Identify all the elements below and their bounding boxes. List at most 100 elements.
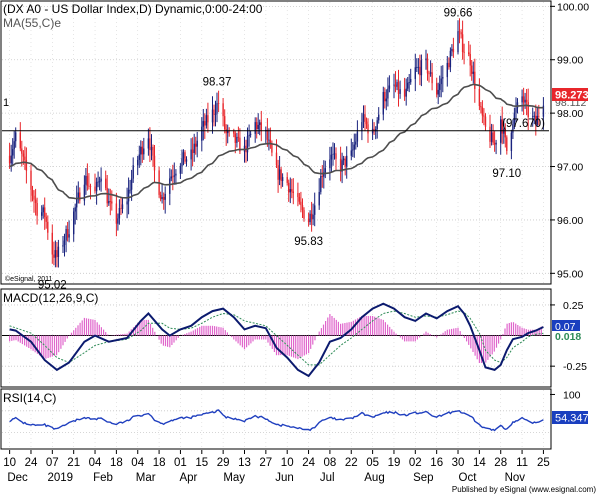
- x-day-label: 04: [131, 457, 144, 469]
- candle-body: [501, 119, 503, 134]
- x-axis-labels: 10 24 07 21 04 18 04 18 01 15 29 13 27 10 24 08 22 05 19 02…: [3, 450, 550, 484]
- candle-body: [364, 114, 366, 122]
- candle-body: [291, 189, 293, 192]
- candle-body: [54, 250, 57, 258]
- candle-body: [181, 158, 183, 167]
- candle-body: [535, 115, 537, 125]
- candle-body: [449, 50, 452, 68]
- x-day-label: 16: [430, 457, 443, 469]
- candle-body: [254, 122, 256, 134]
- candle-body: [126, 201, 128, 205]
- candle-body: [236, 136, 238, 143]
- candle-body: [416, 67, 418, 68]
- candle-body: [108, 201, 110, 204]
- candle-body: [56, 250, 58, 258]
- candle-body: [407, 82, 409, 89]
- x-day-label: 24: [302, 457, 315, 469]
- rsi-value-box: [552, 411, 588, 424]
- candle-body: [129, 189, 131, 191]
- candle-body: [65, 229, 67, 241]
- last-price-box: [552, 88, 588, 101]
- candle-body: [259, 122, 261, 125]
- candle-body: [376, 120, 378, 129]
- x-day-label: 30: [452, 457, 465, 469]
- candle-body: [182, 152, 185, 159]
- candle-body: [480, 106, 482, 108]
- macd-panel-frame: [0, 288, 552, 388]
- candle-body: [397, 82, 400, 94]
- candle-body: [202, 121, 204, 127]
- x-month-label: Dec: [7, 472, 28, 484]
- candle-body: [522, 96, 525, 103]
- candle-body: [257, 124, 259, 129]
- candle-body: [173, 175, 175, 177]
- candle-body: [458, 31, 461, 33]
- candle-body: [533, 115, 535, 117]
- candle-body: [57, 246, 60, 257]
- candle-body: [224, 116, 226, 130]
- candle-body: [382, 92, 384, 115]
- price-annotation-label: 99.66: [444, 8, 473, 20]
- candle-body: [268, 139, 270, 141]
- candle-body: [388, 85, 391, 89]
- x-month-label: May: [223, 472, 245, 484]
- candle-body: [25, 160, 28, 171]
- candle-body: [13, 141, 15, 150]
- candle-body: [41, 212, 43, 216]
- candle-body: [425, 58, 427, 61]
- candle-body: [98, 181, 101, 183]
- candle-body: [527, 102, 529, 118]
- candle-body: [120, 208, 122, 209]
- candle-body: [463, 51, 465, 53]
- candle-body: [137, 159, 139, 166]
- candle-body: [271, 144, 273, 153]
- candle-body: [163, 197, 165, 200]
- candle-body: [542, 105, 545, 117]
- candle-body: [478, 88, 481, 106]
- candle-body: [216, 103, 218, 114]
- candle-body: [239, 137, 241, 152]
- candle-body: [42, 207, 44, 213]
- signal-value-box: [552, 331, 583, 342]
- price-y-ticks: 100.00 99.00 98.00 97.00 96.00 95.00: [550, 1, 589, 280]
- candle-body: [214, 113, 217, 115]
- candle-body: [431, 72, 433, 84]
- candle-body: [204, 121, 206, 126]
- rsi-value-text: 54.347: [555, 413, 589, 425]
- candle-body: [344, 158, 346, 167]
- candle-body: [89, 186, 92, 187]
- candle-body: [237, 136, 240, 138]
- candle-body: [493, 142, 496, 145]
- candle-body: [524, 99, 526, 103]
- candle-body: [172, 176, 174, 178]
- candle-body: [278, 169, 281, 180]
- footer-credit: Published by eSignal (www.esignal.com): [452, 485, 596, 494]
- x-day-label: 28: [494, 457, 507, 469]
- candle-body: [201, 126, 203, 141]
- ma-value-box: [552, 97, 588, 108]
- candle-body: [512, 124, 514, 133]
- candle-body: [191, 149, 194, 153]
- candle-body: [292, 191, 294, 193]
- candle-body: [339, 158, 342, 172]
- candle-body: [361, 122, 363, 132]
- macd-line: [9, 302, 544, 378]
- candle-body: [335, 153, 337, 159]
- rsi-panel-frame: [0, 388, 552, 450]
- x-day-label: 24: [25, 457, 38, 469]
- x-month-label: Jul: [320, 472, 335, 484]
- candle-body: [213, 109, 215, 115]
- candle-body: [483, 115, 485, 117]
- candle-body: [442, 77, 444, 79]
- candle-body: [492, 132, 494, 143]
- candle-body: [510, 132, 513, 151]
- candle-body: [205, 115, 208, 126]
- candle-body: [420, 60, 423, 76]
- candle-body: [100, 178, 102, 182]
- candle-body: [266, 129, 269, 140]
- price-y-tick-label: 98.00: [557, 108, 583, 120]
- candle-body: [506, 137, 508, 151]
- candle-body: [474, 71, 476, 89]
- candle-body: [429, 72, 432, 74]
- price-panel-frame: [0, 0, 552, 285]
